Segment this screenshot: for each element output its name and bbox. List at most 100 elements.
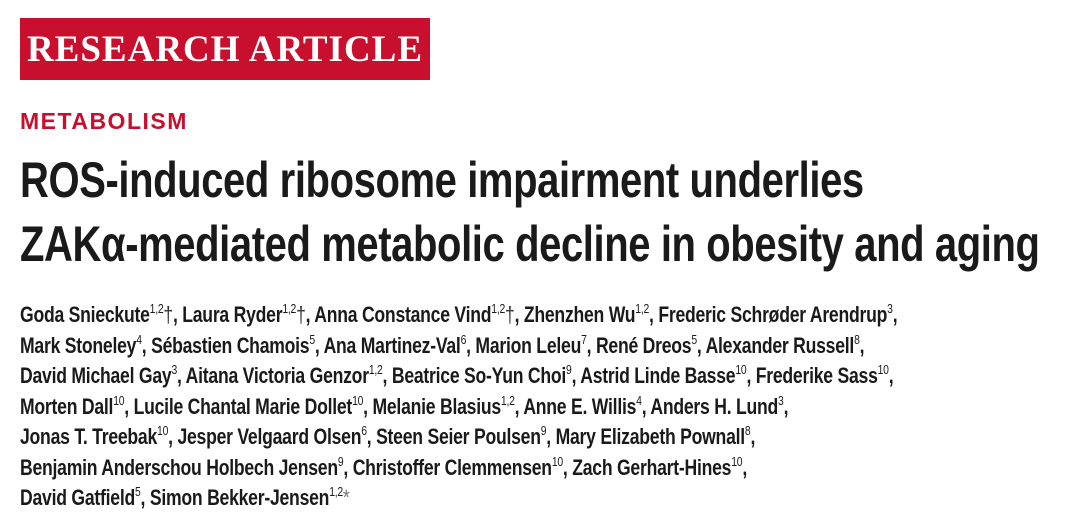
affiliation-sup: 1,2 [491, 301, 506, 316]
affiliation-sup: 7 [581, 331, 587, 347]
affiliation-sup: 10 [731, 453, 743, 469]
author-line: Goda Snieckute1,2†, Laura Ryder1,2†, Ann… [20, 300, 898, 331]
author-name: Mary Elizabeth Pownall [555, 424, 746, 449]
affiliation-sup: 8 [744, 423, 751, 438]
author: Aitana Victoria Genzor1,2, [185, 362, 388, 388]
affiliation-sup: 10 [877, 362, 889, 377]
author-name: Simon Bekker-Jensen [149, 485, 330, 510]
author: Anna Constance Vind1,2†, [314, 301, 520, 327]
author: Zhenzhen Wu1,2, [523, 301, 654, 327]
equal-contribution-mark: † [505, 302, 515, 327]
author-name: Astrid Linde Basse [580, 363, 736, 388]
author: Ana Martinez-Val6, [323, 331, 471, 358]
affiliation-sup: 3 [171, 362, 177, 377]
author-name: Goda Snieckute [20, 302, 150, 327]
author-name: Sébastien Chamois [151, 332, 310, 358]
author-name: Frederike Sass [755, 363, 878, 388]
affiliation-sup: 5 [309, 331, 315, 347]
affiliation-sup: 9 [540, 423, 547, 438]
author: Frederic Schrøder Arendrup3, [658, 301, 898, 327]
author-line: Benjamin Anderschou Holbech Jensen9, Chr… [20, 453, 897, 484]
author-name: Laura Ryder [182, 302, 283, 327]
equal-contribution-mark: † [296, 302, 306, 327]
author-name: Anna Constance Vind [314, 302, 492, 327]
affiliation-sup: 10 [157, 423, 169, 438]
author-name: Marion Leleu [475, 332, 582, 358]
author: Mark Stoneley4, [20, 331, 147, 358]
author-name: Christoffer Clemmensen [352, 454, 552, 480]
affiliation-sup: 8 [854, 331, 860, 347]
author-line: Morten Dall10, Lucile Chantal Marie Doll… [20, 392, 897, 423]
affiliation-sup: 4 [136, 331, 142, 347]
author-name: Lucile Chantal Marie Dollet [133, 393, 353, 419]
affiliation-sup: 3 [778, 392, 784, 408]
author-name: Jonas T. Treebak [20, 424, 158, 449]
affiliation-sup: 3 [887, 301, 893, 316]
affiliation-sup: 9 [566, 362, 572, 377]
affiliation-sup: 4 [636, 392, 642, 408]
title-line: ZAKα-mediated metabolic decline in obesi… [20, 216, 1040, 272]
corresponding-author-mark: * [342, 485, 350, 510]
affiliation-sup: 10 [113, 392, 125, 408]
author-name: Anders H. Lund [650, 393, 779, 419]
author-name: Zhenzhen Wu [523, 302, 636, 327]
author: Anders H. Lund3, [650, 392, 789, 419]
affiliation-sup: 6 [460, 331, 467, 347]
author: Morten Dall10, [20, 392, 129, 419]
affiliation-sup: 10 [735, 362, 747, 377]
author: Frederike Sass10, [755, 362, 894, 388]
author: Anne E. Willis4, [523, 392, 647, 419]
author-name: René Dreos [595, 332, 692, 358]
author: Laura Ryder1,2†, [182, 301, 311, 327]
author-line: David Michael Gay3, Aitana Victoria Genz… [20, 361, 897, 392]
author-name: Zach Gerhart-Hines [572, 454, 732, 480]
affiliation-sup: 10 [551, 453, 563, 469]
section-label: METABOLISM [20, 108, 188, 134]
author-name: David Gatfield [20, 485, 135, 510]
author-name: Anne E. Willis [523, 393, 637, 419]
author: Sébastien Chamois5, [151, 331, 320, 358]
author-name: Melanie Blasius [372, 393, 501, 419]
author-name: Alexander Russell [705, 332, 855, 358]
author-name: Mark Stoneley [20, 332, 137, 358]
author: Jonas T. Treebak10, [20, 423, 173, 449]
affiliation-sup: 1,2 [149, 301, 164, 316]
author-name: Morten Dall [20, 393, 114, 419]
author-name: Beatrice So-Yun Choi [391, 363, 567, 388]
affiliation-sup: 1,2 [368, 362, 383, 377]
author: Steen Seier Poulsen9, [376, 423, 551, 449]
author: Mary Elizabeth Pownall8, [555, 423, 756, 449]
author-line: David Gatfield5, Simon Bekker-Jensen1,2* [20, 483, 897, 514]
author: Marion Leleu7, [475, 331, 592, 358]
equal-contribution-mark: † [163, 302, 173, 327]
author-list: Goda Snieckute1,2†, Laura Ryder1,2†, Ann… [20, 300, 1080, 514]
author: Astrid Linde Basse10, [580, 362, 752, 388]
author-name: Aitana Victoria Genzor [185, 363, 369, 388]
author: Jesper Velgaard Olsen6, [177, 423, 372, 449]
author: Goda Snieckute1,2†, [20, 301, 178, 327]
article-title: ROS-induced ribosome impairment underlie… [20, 148, 1080, 276]
author-line: Jonas T. Treebak10, Jesper Velgaard Olse… [20, 422, 897, 453]
author: Beatrice So-Yun Choi9, [391, 362, 577, 388]
author-name: David Michael Gay [20, 363, 172, 388]
affiliation-sup: 5 [691, 331, 697, 347]
author-name: Steen Seier Poulsen [376, 424, 541, 449]
author: René Dreos5, [595, 331, 702, 358]
article-type-label: RESEARCH ARTICLE [26, 28, 424, 70]
author: Lucile Chantal Marie Dollet10, [133, 392, 368, 419]
author: Melanie Blasius1,2, [372, 392, 520, 419]
title-line: ROS-induced ribosome impairment underlie… [20, 152, 864, 208]
affiliation-sup: 1,2 [500, 392, 515, 408]
affiliation-sup: 9 [337, 453, 344, 469]
author: David Gatfield5, [20, 484, 146, 510]
author: Zach Gerhart-Hines10, [572, 453, 747, 480]
author-name: Jesper Velgaard Olsen [177, 424, 362, 449]
affiliation-sup: 10 [352, 392, 364, 408]
affiliation-sup: 1,2 [329, 484, 343, 499]
affiliation-sup: 1,2 [282, 301, 297, 316]
author: Christoffer Clemmensen10, [352, 453, 568, 480]
article-type-banner: RESEARCH ARTICLE [20, 18, 430, 80]
author: Benjamin Anderschou Holbech Jensen9, [20, 453, 349, 480]
affiliation-sup: 1,2 [635, 301, 650, 316]
author-name: Ana Martinez-Val [323, 332, 461, 358]
